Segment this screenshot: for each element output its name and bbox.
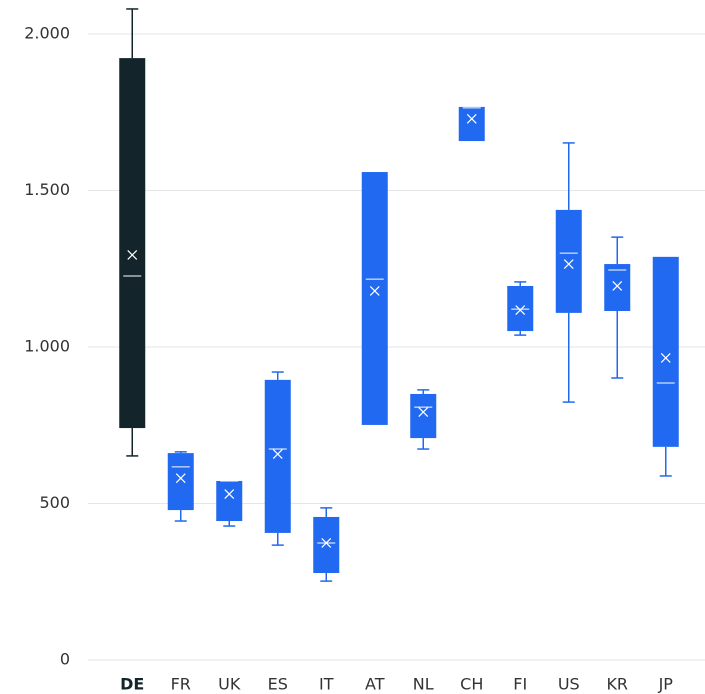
box (507, 285, 534, 332)
mean-marker (612, 281, 623, 291)
box (458, 106, 485, 142)
box (410, 393, 437, 439)
box (604, 264, 631, 312)
mean-marker (321, 538, 332, 548)
x-tick-label: CH (460, 675, 483, 694)
box (652, 256, 679, 447)
box (361, 172, 388, 425)
mean-marker (127, 250, 138, 260)
mean-marker (369, 286, 380, 296)
mean-marker (466, 113, 477, 124)
y-tick-label: 1.500 (24, 180, 70, 199)
y-tick-label: 500 (39, 493, 70, 512)
x-tick-label: NL (413, 675, 434, 694)
x-tick-label: JP (658, 675, 674, 694)
x-tick-label: IT (319, 675, 334, 694)
x-tick-label: UK (218, 675, 241, 694)
x-tick-label: ES (268, 675, 288, 694)
mean-marker (175, 473, 186, 484)
mean-marker (418, 407, 429, 418)
x-tick-label: AT (365, 675, 385, 694)
box (264, 379, 291, 533)
box (119, 58, 146, 429)
box (216, 480, 243, 522)
box (313, 516, 340, 573)
y-tick-label: 0 (60, 650, 70, 669)
mean-marker (515, 305, 526, 315)
mean-marker (224, 489, 235, 500)
box (555, 209, 582, 313)
box (167, 453, 194, 511)
mean-marker (272, 449, 283, 459)
x-tick-label: DE (120, 675, 144, 694)
x-tick-label: KR (606, 675, 628, 694)
mean-marker (660, 353, 671, 363)
mean-marker (563, 259, 574, 269)
y-tick-label: 1.000 (24, 337, 70, 356)
y-tick-label: 2.000 (24, 24, 70, 43)
x-tick-label: FR (171, 675, 191, 694)
x-tick-label: US (558, 675, 580, 694)
x-tick-label: FI (513, 675, 527, 694)
